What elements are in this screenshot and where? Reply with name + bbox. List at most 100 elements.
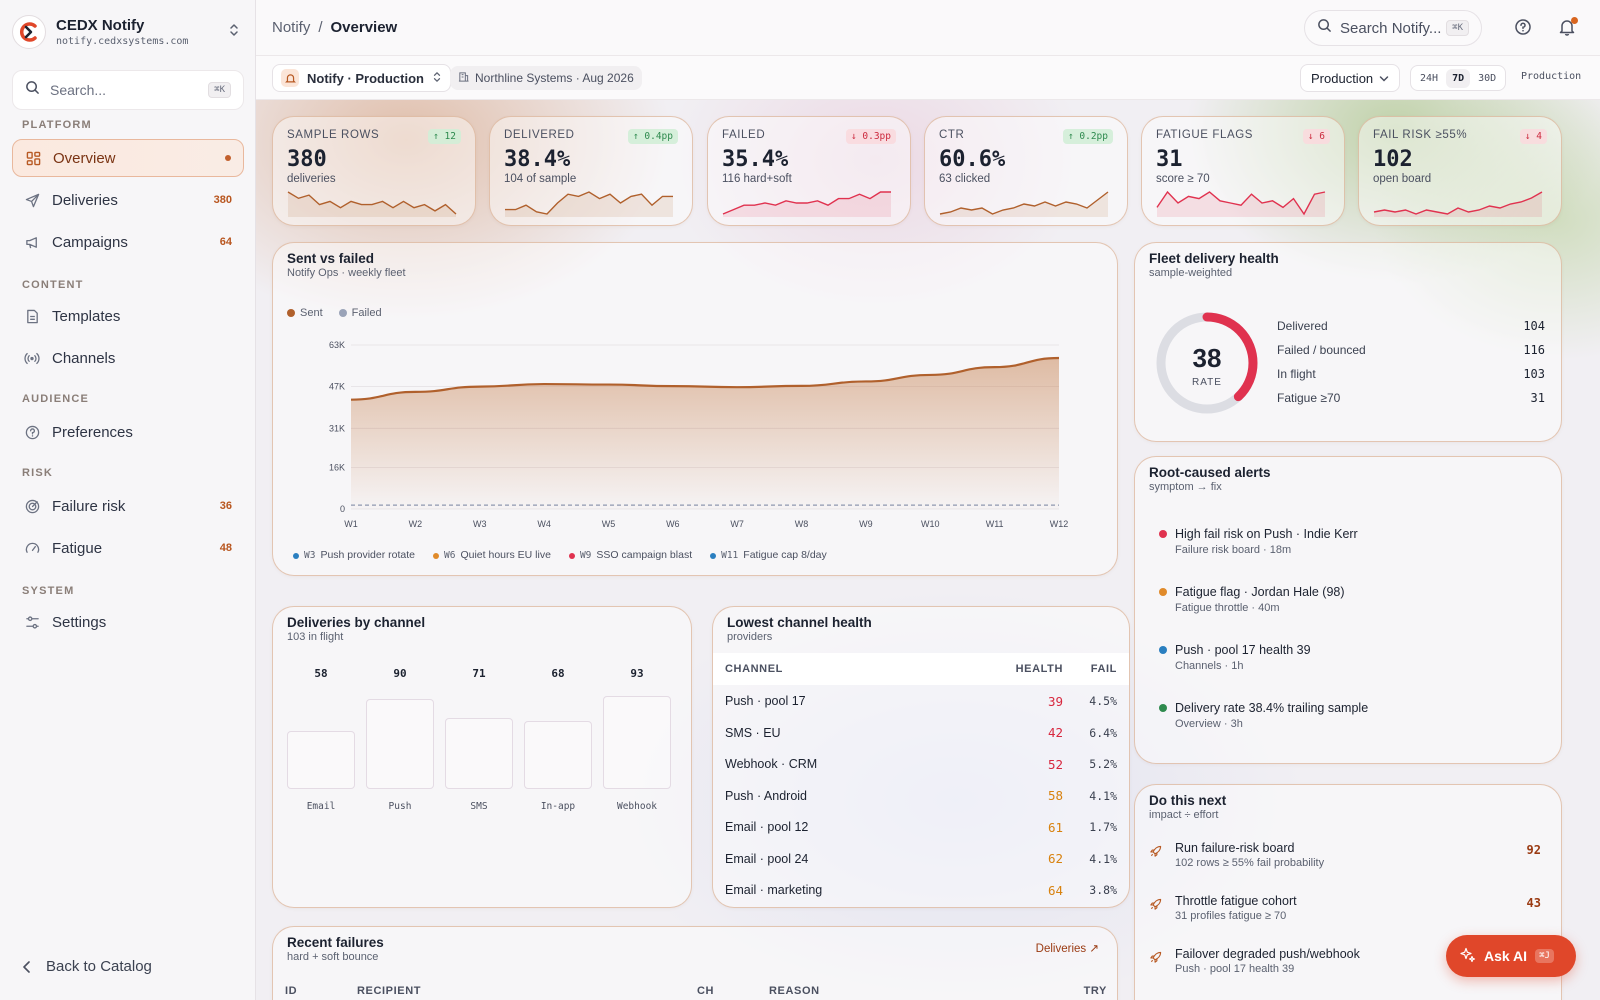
- sidebar-item-failure-risk[interactable]: Failure risk 36: [12, 487, 244, 525]
- sparkline-line: [939, 191, 1109, 215]
- column-fail[interactable]: FAIL: [1090, 663, 1117, 675]
- action-item[interactable]: Throttle fatigue cohort 31 profiles fatig…: [1149, 894, 1541, 922]
- section-content: CONTENT: [22, 279, 84, 291]
- sidebar-item-fatigue[interactable]: Fatigue 48: [12, 529, 244, 567]
- column-try[interactable]: TRY: [1083, 985, 1107, 997]
- range-24h[interactable]: 24H: [1420, 72, 1439, 84]
- card-title: Lowest channel health: [727, 615, 872, 630]
- sidebar-item-overview[interactable]: Overview: [12, 139, 244, 177]
- x-tick-label: W6: [666, 519, 680, 529]
- search-shortcut: ⌘K: [1446, 20, 1469, 36]
- channel-bar-in-app[interactable]: 68 In-app: [524, 667, 592, 812]
- table-row[interactable]: Email · marketing 64 3.8%: [713, 874, 1129, 906]
- column-channel[interactable]: CH: [697, 985, 715, 997]
- annotation-w6[interactable]: W6 Quiet hours EU live: [433, 549, 551, 561]
- sidebar-item-channels[interactable]: Channels: [12, 339, 244, 377]
- cell-health: 52: [1047, 756, 1063, 772]
- cell-fail: 6.4%: [1089, 725, 1117, 740]
- global-search[interactable]: Search Notify... ⌘K: [1304, 10, 1482, 46]
- range-30d[interactable]: 30D: [1478, 72, 1497, 84]
- kpi-card[interactable]: DELIVERED ↑ 0.4pp 38.4% 104 of sample: [489, 116, 693, 226]
- kpi-sparkline: [1373, 191, 1543, 217]
- table-row[interactable]: Email · pool 12 61 1.7%: [713, 811, 1129, 843]
- sidebar-item-preferences[interactable]: Preferences: [12, 413, 244, 451]
- table-row[interactable]: Push · Android 58 4.1%: [713, 780, 1129, 812]
- table-row[interactable]: Push · pool 17 39 4.5%: [713, 685, 1129, 717]
- sidebar-item-label: Overview: [53, 149, 116, 167]
- sidebar-item-label: Settings: [52, 613, 107, 631]
- table-row[interactable]: Email · pool 24 62 4.1%: [713, 843, 1129, 875]
- y-tick-label: 47K: [329, 382, 345, 392]
- channel-bar-email[interactable]: 58 Email: [287, 667, 355, 812]
- annotation-w11[interactable]: W11 Fatigue cap 8/day: [710, 549, 827, 561]
- annotation-w3[interactable]: W3 Push provider rotate: [293, 549, 415, 561]
- deliveries-by-channel-card: Deliveries by channel 103 in flight 58 Em…: [272, 606, 692, 908]
- brand-logo: [12, 15, 46, 49]
- action-item[interactable]: Run failure-risk board 102 rows ≥ 55% fai…: [1149, 841, 1541, 869]
- breadcrumb: Notify / Overview: [272, 19, 397, 36]
- back-label: Back to Catalog: [46, 958, 152, 975]
- column-recipient[interactable]: RECIPIENT: [357, 985, 422, 997]
- action-item[interactable]: Failover degraded push/webhook Push · poo…: [1149, 947, 1541, 975]
- back-to-catalog-link[interactable]: Back to Catalog: [22, 958, 152, 975]
- sent-failed-area-chart: 0 16K 31K 47K 63K W1 W2 W3 W4 W5 W6 W7 W8 W9 W10 W11 W12: [329, 340, 1068, 529]
- chevron-updown-icon: [432, 70, 442, 87]
- legend-failed[interactable]: Failed: [338, 307, 382, 319]
- kpi-card[interactable]: FAILED ↓ 0.3pp 35.4% 116 hard+soft: [707, 116, 911, 226]
- alert-item[interactable]: Delivery rate 38.4% trailing sample Over…: [1159, 701, 1529, 730]
- kpi-card[interactable]: FAIL RISK ≥55% ↓ 4 102 open board: [1358, 116, 1562, 226]
- sidebar-item-deliveries[interactable]: Deliveries 380: [12, 181, 244, 219]
- card-title: Recent failures: [287, 935, 384, 950]
- context-bar: Notify · Production Northline Systems · …: [256, 56, 1600, 100]
- column-channel[interactable]: CHANNEL: [725, 663, 783, 675]
- help-icon[interactable]: [1514, 18, 1534, 38]
- page-title: Overview: [330, 19, 398, 36]
- kpi-label: SAMPLE ROWS: [287, 129, 380, 141]
- alert-item[interactable]: High fail risk on Push · Indie Kerr Fail…: [1159, 527, 1529, 556]
- channel-bar-webhook[interactable]: 93 Webhook: [603, 667, 671, 812]
- bar-value: 58: [314, 667, 328, 680]
- section-audience: AUDIENCE: [22, 393, 90, 405]
- annotation-w9[interactable]: W9 SSO campaign blast: [568, 549, 692, 561]
- cell-fail: 1.7%: [1089, 820, 1117, 834]
- product-env-selector[interactable]: Notify · Production: [272, 64, 451, 92]
- kpi-card[interactable]: FATIGUE FLAGS ↓ 6 31 score ≥ 70: [1141, 116, 1345, 226]
- column-reason[interactable]: REASON: [769, 985, 820, 997]
- channel-bar-push[interactable]: 90 Push: [366, 667, 434, 812]
- alert-item[interactable]: Fatigue flag · Jordan Hale (98) Fatigue …: [1159, 585, 1529, 614]
- kpi-delta: ↑ 12: [428, 129, 461, 144]
- notifications-bell-icon[interactable]: [1558, 17, 1578, 38]
- kpi-value: 31: [1156, 147, 1183, 172]
- kpi-card[interactable]: CTR ↑ 0.2pp 60.6% 63 clicked: [924, 116, 1128, 226]
- sidebar-item-label: Templates: [52, 307, 121, 325]
- ask-ai-button[interactable]: Ask AI ⌘J: [1446, 935, 1576, 977]
- deliveries-link[interactable]: Deliveries ↗: [1035, 943, 1099, 955]
- column-id[interactable]: ID: [285, 985, 298, 997]
- breadcrumb-root[interactable]: Notify: [272, 19, 311, 36]
- broadcast-icon: [24, 350, 40, 366]
- card-subtitle: sample-weighted: [1149, 267, 1233, 279]
- kpi-subtext: 63 clicked: [939, 173, 991, 185]
- column-health[interactable]: HEALTH: [1015, 663, 1063, 675]
- sidebar-item-templates[interactable]: Templates: [12, 297, 244, 335]
- table-row[interactable]: Webhook · CRM 52 5.2%: [713, 748, 1129, 780]
- environment-select[interactable]: Production: [1300, 64, 1400, 92]
- alert-item[interactable]: Push · pool 17 health 39 Channels · 1h: [1159, 643, 1529, 672]
- sidebar-item-label: Deliveries: [52, 191, 118, 209]
- sent-area: [351, 358, 1059, 509]
- table-row[interactable]: SMS · EU 42 6.4%: [713, 717, 1129, 749]
- range-7d[interactable]: 7D: [1446, 68, 1471, 88]
- legend-sent[interactable]: Sent: [287, 307, 323, 319]
- channel-bar-sms[interactable]: 71 SMS: [445, 667, 513, 812]
- count-badge: 48: [219, 542, 232, 554]
- kpi-value: 38.4%: [504, 147, 571, 172]
- sliders-icon: [24, 614, 40, 630]
- kpi-card[interactable]: SAMPLE ROWS ↑ 12 380 deliveries: [272, 116, 476, 226]
- cell-fail: 4.1%: [1089, 788, 1117, 803]
- x-tick-label: W10: [921, 519, 940, 529]
- sidebar-search[interactable]: Search... ⌘K: [12, 70, 244, 110]
- sidebar-item-campaigns[interactable]: Campaigns 64: [12, 223, 244, 261]
- cell-health: 42: [1047, 725, 1063, 740]
- sidebar-item-settings[interactable]: Settings: [12, 603, 244, 641]
- workspace-switcher[interactable]: CEDX Notify notify.cedxsystems.com: [12, 12, 244, 52]
